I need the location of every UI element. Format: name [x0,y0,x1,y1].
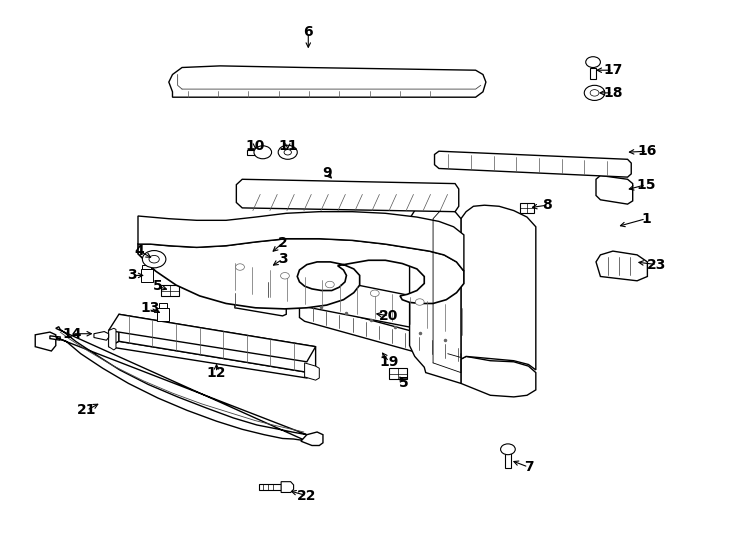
Text: 2: 2 [277,236,288,250]
Polygon shape [35,332,56,351]
Polygon shape [590,68,596,79]
Polygon shape [301,432,323,445]
Polygon shape [410,204,461,383]
Text: 22: 22 [297,489,316,503]
Polygon shape [119,314,316,374]
Polygon shape [389,368,407,379]
Text: 13: 13 [141,301,160,315]
Text: 14: 14 [62,327,81,341]
Polygon shape [109,341,316,378]
Circle shape [590,90,599,96]
Polygon shape [231,276,286,316]
Polygon shape [596,176,633,204]
Text: 7: 7 [523,460,534,474]
Text: 11: 11 [278,139,297,153]
Polygon shape [141,269,153,282]
Polygon shape [236,179,459,212]
Text: 9: 9 [321,166,332,180]
Polygon shape [138,239,464,309]
Circle shape [149,255,159,263]
Circle shape [278,145,297,159]
Polygon shape [142,265,151,269]
Circle shape [254,146,272,159]
Text: 16: 16 [638,144,657,158]
Text: 6: 6 [303,25,313,39]
Polygon shape [505,452,511,468]
Circle shape [280,273,289,279]
Polygon shape [169,66,486,97]
Text: 8: 8 [542,198,552,212]
Polygon shape [281,482,294,492]
Text: 5: 5 [153,279,163,293]
Polygon shape [219,259,486,340]
Polygon shape [264,261,276,274]
Polygon shape [299,302,476,367]
Circle shape [325,281,334,288]
Polygon shape [94,332,109,340]
Polygon shape [461,356,536,397]
Text: 3: 3 [277,252,288,266]
Polygon shape [247,150,259,155]
Circle shape [371,290,379,296]
Polygon shape [50,336,60,340]
Polygon shape [305,363,319,380]
Circle shape [142,251,166,268]
Polygon shape [109,328,116,350]
Text: 21: 21 [77,403,96,417]
Circle shape [236,264,244,270]
Polygon shape [138,212,464,271]
Text: 20: 20 [379,309,399,323]
Polygon shape [109,325,119,347]
Text: 3: 3 [127,268,137,282]
Text: 18: 18 [603,86,622,100]
Polygon shape [259,484,281,490]
Text: 4: 4 [134,244,145,258]
Text: 23: 23 [647,258,666,272]
Polygon shape [266,256,275,261]
Text: 12: 12 [207,366,226,380]
Polygon shape [520,202,534,213]
Polygon shape [461,205,536,370]
Circle shape [284,150,291,155]
Polygon shape [161,285,179,296]
Text: 1: 1 [641,212,651,226]
Polygon shape [159,303,167,308]
Circle shape [586,57,600,68]
Polygon shape [109,314,316,362]
Text: 5: 5 [399,376,409,390]
Polygon shape [157,308,169,321]
Circle shape [584,85,605,100]
Circle shape [415,299,424,305]
Text: 19: 19 [379,355,399,369]
Text: 17: 17 [603,63,622,77]
Circle shape [501,444,515,455]
Polygon shape [56,327,307,441]
Polygon shape [435,151,631,177]
Polygon shape [596,251,647,281]
Text: 10: 10 [246,139,265,153]
Text: 15: 15 [636,178,655,192]
